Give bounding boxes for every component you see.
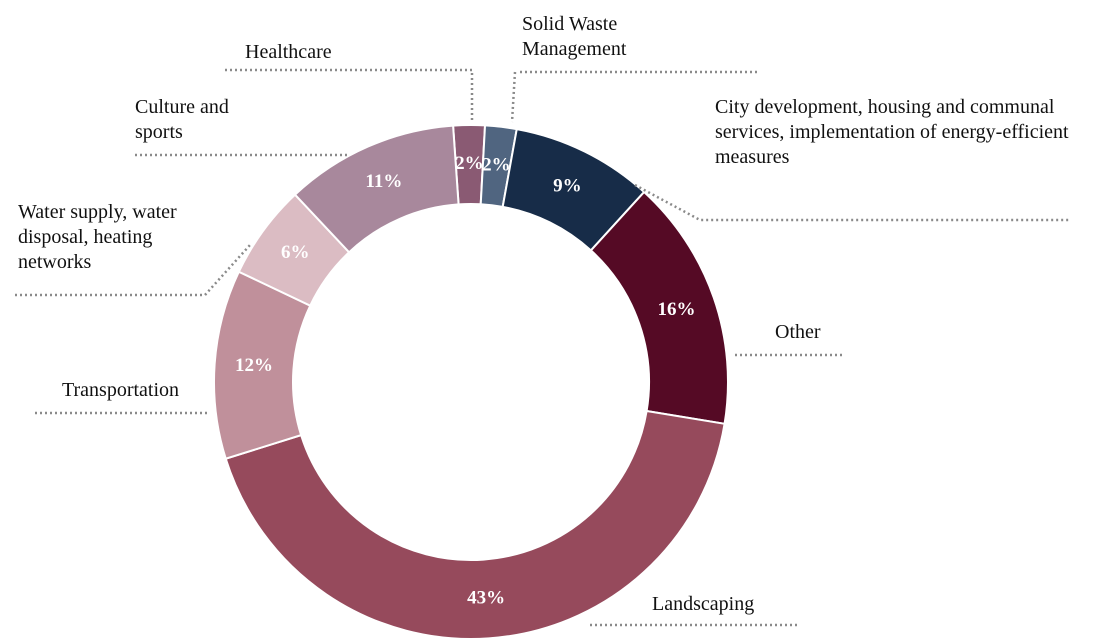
value-label: 2% <box>482 154 511 175</box>
value-label: 12% <box>235 355 273 376</box>
category-label: Solid Waste Management <box>522 13 627 60</box>
category-label: Transportation <box>62 379 180 401</box>
category-label: Healthcare <box>245 41 332 63</box>
value-label: 16% <box>657 299 695 320</box>
donut-slice <box>224 409 726 640</box>
value-label: 43% <box>467 587 505 608</box>
category-label: Culture and sports <box>135 96 229 143</box>
leader-line <box>15 244 251 297</box>
value-label: 6% <box>281 242 310 263</box>
category-label: City development, housing and communal s… <box>715 96 1069 168</box>
leader-line <box>634 183 1070 222</box>
leader-line <box>225 68 474 122</box>
category-label: Water supply, water disposal, heating ne… <box>18 201 177 273</box>
donut-slice <box>293 124 460 254</box>
category-label: Other <box>775 321 821 343</box>
value-label: 2% <box>455 153 484 174</box>
leader-line <box>510 71 517 123</box>
value-label: 9% <box>553 175 582 196</box>
value-label: 11% <box>365 171 402 192</box>
category-label: Landscaping <box>652 593 755 615</box>
